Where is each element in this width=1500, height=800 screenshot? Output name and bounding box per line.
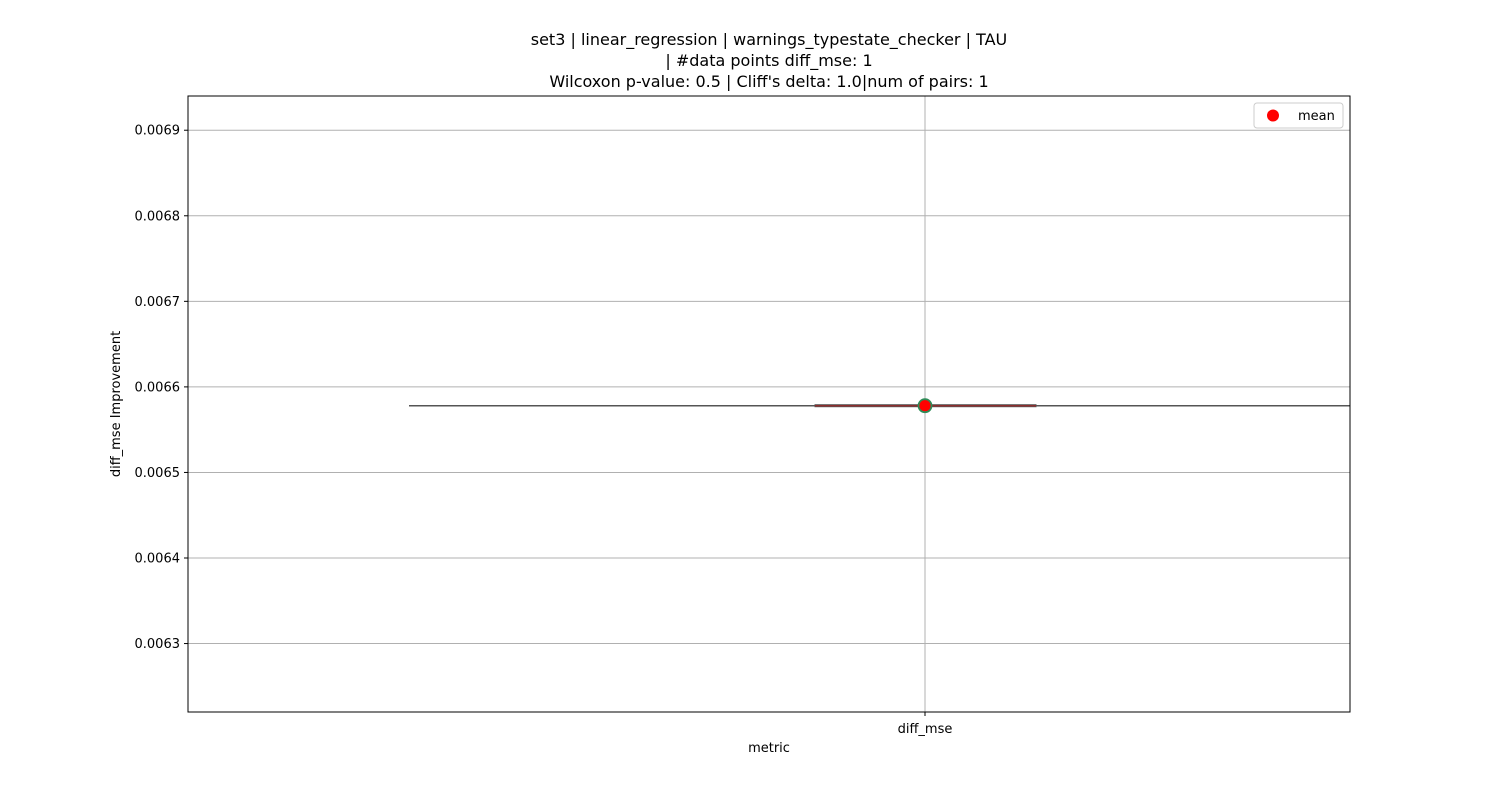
tick-layer: 0.0063 0.0064 0.0065 0.0066 0.0067 0.0068 0.00… <box>135 124 953 737</box>
y-tick-label: 0.0065 <box>135 466 181 481</box>
y-tick-label: 0.0063 <box>135 637 181 652</box>
y-tick-label: 0.0064 <box>135 552 181 567</box>
chart-title-line-3: Wilcoxon p-value: 0.5 | Cliff's delta: 1… <box>549 72 989 91</box>
y-axis-title: diff_mse Improvement <box>109 331 124 477</box>
chart-title-line-1: set3 | linear_regression | warnings_type… <box>530 30 1008 49</box>
plot-frame <box>187 95 1351 713</box>
mean-marker <box>917 398 933 414</box>
x-tick-label: diff_mse <box>898 722 953 737</box>
x-axis-title: metric <box>748 741 790 756</box>
chart-title-line-2: | #data points diff_mse: 1 <box>665 51 873 70</box>
grid-layer <box>188 96 1350 712</box>
y-tick-label: 0.0069 <box>135 124 181 139</box>
legend-box <box>1253 102 1344 129</box>
legend-mean-label: mean <box>1298 109 1335 124</box>
y-tick-label: 0.0067 <box>135 295 181 310</box>
y-tick-label: 0.0066 <box>135 380 181 395</box>
y-tick-label: 0.0068 <box>135 209 181 224</box>
legend-mean-marker <box>1267 109 1279 122</box>
box-layer <box>409 398 1350 414</box>
legend: mean <box>1253 102 1344 129</box>
